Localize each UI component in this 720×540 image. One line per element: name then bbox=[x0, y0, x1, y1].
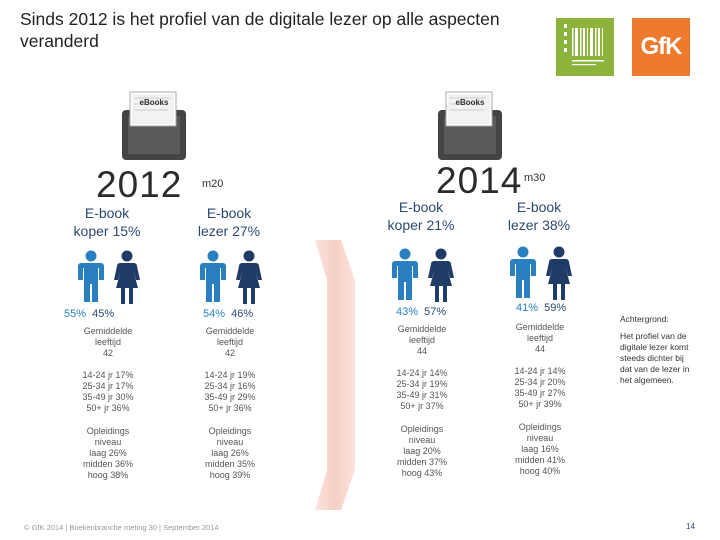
female-figure-icon bbox=[236, 250, 262, 304]
education-level: Opleidings niveau laag 16% midden 41% ho… bbox=[514, 422, 566, 476]
cpnb-logo bbox=[556, 18, 614, 76]
ebook-reader-icon: eBooks bbox=[436, 90, 504, 165]
male-figure-icon bbox=[392, 248, 418, 300]
ebook-reader-label: eBooks bbox=[455, 98, 485, 107]
female-figure-icon bbox=[428, 248, 454, 302]
ebook-koper-2014: E-book koper 21% bbox=[387, 199, 455, 233]
average-age: Gemiddelde leeftijd 42 bbox=[205, 326, 255, 358]
gfk-logo-text: GfK bbox=[640, 33, 683, 60]
female-figure-icon bbox=[114, 250, 140, 304]
ebook-lezer-2014: E-book lezer 38% bbox=[507, 199, 571, 233]
gender-split: 41% 59% bbox=[516, 302, 567, 314]
male-figure-icon bbox=[510, 246, 536, 298]
gfk-logo: GfK bbox=[632, 18, 690, 76]
gender-split: 43% 57% bbox=[396, 306, 447, 318]
gender-split: 54% 46% bbox=[203, 308, 254, 320]
average-age: Gemiddelde leeftijd 42 bbox=[83, 326, 133, 358]
age-groups: 14-24 jr 14% 25-34 jr 19% 35-49 jr 31% 5… bbox=[396, 368, 448, 411]
average-age: Gemiddelde leeftijd 44 bbox=[515, 322, 565, 354]
ebook-reader-icon: eBooks bbox=[120, 90, 188, 165]
average-age: Gemiddelde leeftijd 44 bbox=[397, 324, 447, 356]
gender-split: 55% 45% bbox=[64, 308, 115, 320]
education-level: Opleidings niveau laag 26% midden 36% ho… bbox=[82, 426, 134, 480]
barcode-icon bbox=[564, 24, 604, 66]
year-2012: 2012 bbox=[96, 164, 183, 205]
wave-2012: m20 bbox=[202, 178, 224, 190]
female-figure-icon bbox=[546, 246, 572, 300]
education-level: Opleidings niveau laag 26% midden 35% ho… bbox=[204, 426, 256, 480]
year-2014: 2014 bbox=[436, 160, 523, 201]
age-groups: 14-24 jr 19% 25-34 jr 16% 35-49 jr 29% 5… bbox=[204, 370, 256, 413]
ebook-koper-2012: E-book koper 15% bbox=[73, 205, 141, 239]
male-figure-icon bbox=[200, 250, 226, 302]
page-number: 14 bbox=[686, 522, 695, 531]
footer: © GfK 2014 | Boekenbranche meting 30 | S… bbox=[24, 523, 219, 532]
age-groups: 14-24 jr 14% 25-34 jr 20% 35-49 jr 27% 5… bbox=[514, 366, 566, 409]
wave-2014: m30 bbox=[524, 172, 546, 184]
ebook-reader-label: eBooks bbox=[139, 98, 169, 107]
education-level: Opleidings niveau laag 20% midden 37% ho… bbox=[396, 424, 448, 478]
age-groups: 14-24 jr 17% 25-34 jr 17% 35-49 jr 30% 5… bbox=[82, 370, 134, 413]
ebook-lezer-2012: E-book lezer 27% bbox=[197, 205, 261, 239]
page-title: Sinds 2012 is het profiel van de digital… bbox=[20, 9, 500, 51]
background-note: Achtergrond: Het profiel van de digitale… bbox=[620, 314, 690, 385]
male-figure-icon bbox=[78, 250, 104, 302]
transition-arrow bbox=[315, 240, 355, 510]
